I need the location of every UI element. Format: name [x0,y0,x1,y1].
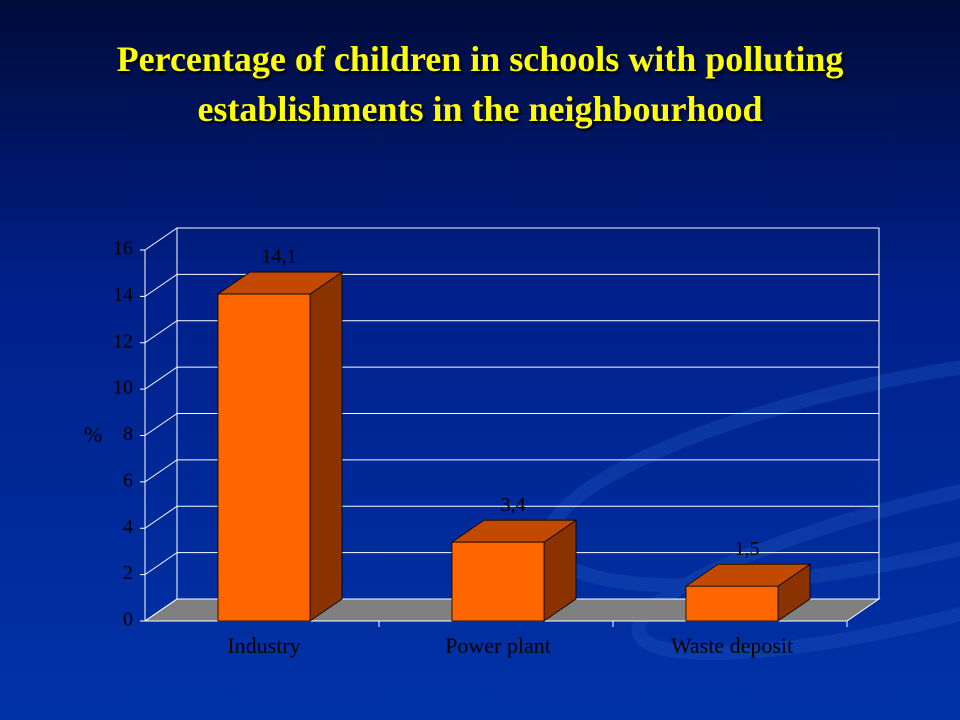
grid-line [144,552,178,576]
y-axis-label: % [84,422,102,447]
grid-line [144,227,178,251]
y-tick-label: 8 [123,423,133,445]
bar [685,585,779,622]
value-label: 3,4 [501,494,526,516]
bar [217,293,311,622]
grid-line [144,273,178,297]
y-tick-label: 6 [123,469,133,491]
grid-line [144,320,178,344]
y-tick-label: 2 [123,562,133,584]
y-tick-label: 16 [113,238,133,260]
grid-line [144,459,178,483]
grid-line [144,366,178,390]
y-tick-label: 4 [123,516,133,538]
chart-title: Percentage of children in schools with p… [116,39,844,129]
y-tick-label: 14 [113,284,133,306]
grid-line [144,598,178,622]
bar [451,541,545,622]
x-tick-label: Power plant [445,633,551,658]
value-label: 1,5 [735,538,760,560]
y-tick-label: 10 [113,377,133,399]
y-tick-label: 0 [123,609,133,631]
grid-line [144,413,178,436]
value-label: 14,1 [262,246,297,268]
x-tick-label: Industry [227,633,300,658]
y-tick-label: 12 [113,330,133,352]
x-tick-label: Waste deposit [671,633,793,658]
grid-line [144,505,178,529]
bar-side [309,271,343,622]
